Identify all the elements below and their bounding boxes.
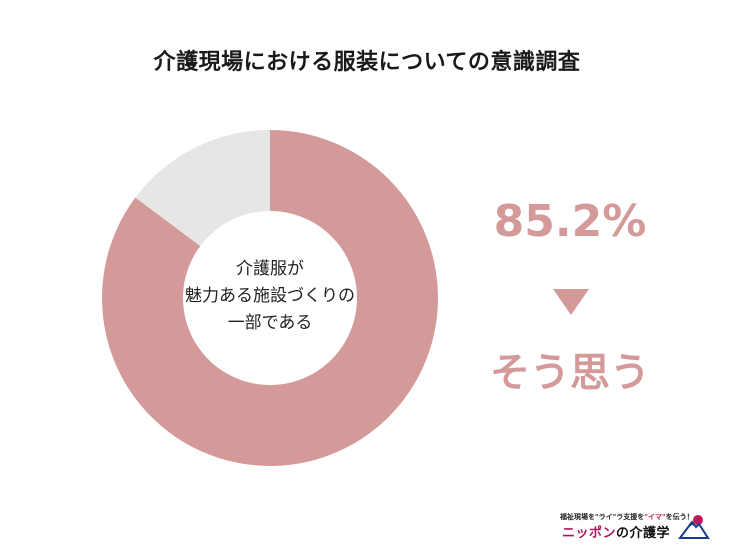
- logo-tagline: 福祉現場を"ライ"ラ支援を"イマ"を伝う！: [560, 513, 694, 521]
- donut-slice-0: [101, 130, 438, 467]
- center-label-line-3: 一部である: [227, 313, 313, 333]
- brand-logo: 福祉現場を"ライ"ラ支援を"イマ"を伝う！ ニッポンの介護学: [560, 512, 710, 542]
- mountain-logo-icon: [678, 515, 710, 539]
- logo-name: ニッポンの介護学: [562, 526, 671, 541]
- down-triangle-icon: [553, 289, 589, 315]
- chart-title: 介護現場における服装についての意識調査: [153, 50, 581, 75]
- donut-chart: [101, 130, 438, 467]
- highlight-percentage: 85.2%: [493, 196, 647, 247]
- donut-center-label: 介護服が 魅力ある施設づくりの 一部である: [155, 256, 385, 337]
- donut-slice-1: [135, 130, 270, 246]
- center-label-line-1: 介護服が: [236, 259, 304, 279]
- highlight-answer-label: そう思う: [490, 350, 650, 396]
- center-label-line-2: 魅力ある施設づくりの: [185, 286, 355, 306]
